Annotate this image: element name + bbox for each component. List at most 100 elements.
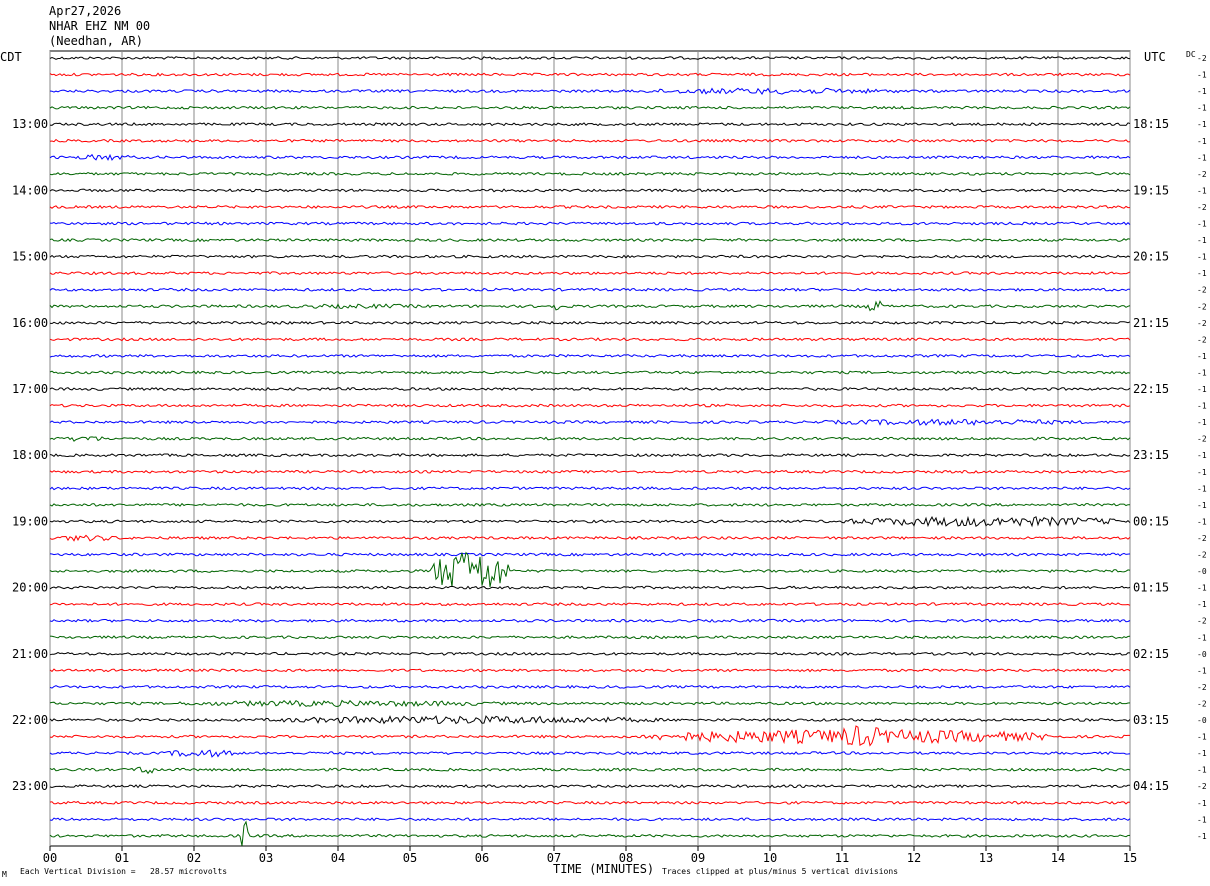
dc-offset-label: -1 xyxy=(1197,385,1207,394)
seismic-trace xyxy=(49,370,1131,375)
header-location: (Needhan, AR) xyxy=(49,34,143,48)
dc-offset-label: -1 xyxy=(1197,584,1207,593)
seismic-trace xyxy=(49,453,1131,458)
dc-offset-label: -2 xyxy=(1197,683,1207,692)
dc-offset-label: -2 xyxy=(1197,435,1207,444)
seismic-trace xyxy=(49,684,1131,690)
dc-offset-label: -1 xyxy=(1197,402,1207,411)
right-hour-label: 18:15 xyxy=(1133,117,1169,131)
seismic-trace xyxy=(49,784,1130,789)
dc-offset-label: -1 xyxy=(1197,666,1207,675)
seismic-trace xyxy=(49,386,1131,392)
right-timezone-label: UTC xyxy=(1144,50,1166,64)
dc-offset-label: -0 xyxy=(1197,716,1207,725)
x-tick-label: 15 xyxy=(1123,851,1137,865)
seismic-trace xyxy=(49,699,1131,708)
dc-offset-label: -1 xyxy=(1197,766,1207,775)
seismic-trace xyxy=(49,635,1131,640)
dc-offset-label: -1 xyxy=(1197,633,1207,642)
dc-offset-label: -1 xyxy=(1197,220,1207,229)
x-tick-label: 00 xyxy=(43,851,57,865)
dc-offset-label: -2 xyxy=(1197,617,1207,626)
dc-offset-label: -1 xyxy=(1197,815,1207,824)
x-axis-title: TIME (MINUTES) xyxy=(553,862,655,876)
seismic-trace xyxy=(49,153,1131,161)
seismic-trace xyxy=(49,87,1131,95)
dc-offset-label: -2 xyxy=(1197,551,1207,560)
x-tick-label: 09 xyxy=(691,851,705,865)
left-hour-label: 18:00 xyxy=(12,448,48,462)
seismic-trace xyxy=(49,403,1131,408)
seismic-trace xyxy=(49,171,1131,176)
dc-offset-label: -1 xyxy=(1197,153,1207,162)
dc-offset-label: -2 xyxy=(1197,534,1207,543)
left-hour-label: 23:00 xyxy=(12,779,48,793)
right-hour-label: 03:15 xyxy=(1133,713,1169,727)
dc-offset-label: -2 xyxy=(1197,170,1207,179)
x-tick-label: 03 xyxy=(259,851,273,865)
seismic-trace xyxy=(49,817,1131,822)
seismic-trace xyxy=(49,287,1131,292)
dc-offset-label: -1 xyxy=(1197,501,1207,510)
seismic-trace xyxy=(49,534,1131,542)
x-tick-label: 10 xyxy=(763,851,777,865)
seismic-trace xyxy=(49,320,1131,325)
seismic-traces xyxy=(49,56,1131,846)
dc-offset-label: -1 xyxy=(1197,87,1207,96)
left-timezone-label: CDT xyxy=(0,50,22,64)
left-hour-label: 17:00 xyxy=(12,382,48,396)
dc-offset-label: -2 xyxy=(1197,302,1207,311)
plot-frame xyxy=(49,50,1131,847)
seismic-trace xyxy=(49,800,1131,805)
x-axis-ticks: 00 01 02 03 04 05 06 07 08 09 10 11 12 13 14 15 xyxy=(43,846,1137,865)
seismic-trace xyxy=(49,72,1131,77)
dc-offset-label: -2 xyxy=(1197,782,1207,791)
right-hour-label: 21:15 xyxy=(1133,316,1169,330)
right-hour-label: 23:15 xyxy=(1133,448,1169,462)
dc-offset-label: -1 xyxy=(1197,517,1207,526)
left-hour-label: 13:00 xyxy=(12,117,48,131)
seismic-trace xyxy=(49,188,1131,193)
dc-offset-label: -2 xyxy=(1197,203,1207,212)
seismic-trace xyxy=(49,820,1131,846)
seismic-trace xyxy=(49,221,1131,226)
dc-offset-label: -1 xyxy=(1197,451,1207,460)
hour-labels: 13:00 14:00 15:00 16:00 17:00 18:00 19:00 20:00… xyxy=(12,54,1207,841)
seismic-trace xyxy=(49,337,1131,342)
left-hour-label: 16:00 xyxy=(12,316,48,330)
seismic-trace xyxy=(49,56,1131,60)
left-hour-label: 19:00 xyxy=(12,514,48,528)
right-hour-label: 02:15 xyxy=(1133,647,1169,661)
right-hour-label: 20:15 xyxy=(1133,250,1169,264)
seismic-trace xyxy=(49,668,1131,673)
seismic-trace xyxy=(49,585,1131,590)
dc-offset-label: -1 xyxy=(1197,137,1207,146)
seismic-trace xyxy=(49,418,1131,426)
seismic-trace xyxy=(49,552,1131,557)
x-tick-label: 04 xyxy=(331,851,345,865)
seismic-trace xyxy=(49,618,1131,623)
dc-offset-label: -1 xyxy=(1197,253,1207,262)
x-tick-label: 05 xyxy=(403,851,417,865)
dc-offset-label: -0 xyxy=(1197,567,1207,576)
x-tick-label: 11 xyxy=(835,851,849,865)
dc-offset-label: -2 xyxy=(1197,54,1207,63)
dc-offset-label: -1 xyxy=(1197,269,1207,278)
dc-offset-label: -0 xyxy=(1197,650,1207,659)
seismic-trace xyxy=(49,725,1130,747)
dc-offset-label: -1 xyxy=(1197,352,1207,361)
seismic-trace xyxy=(49,204,1130,209)
dc-offset-label: -1 xyxy=(1197,468,1207,477)
left-hour-label: 20:00 xyxy=(12,581,48,595)
seismic-trace xyxy=(49,515,1131,528)
seismic-trace xyxy=(49,138,1131,143)
seismic-trace xyxy=(49,551,1131,588)
seismic-trace xyxy=(49,651,1131,656)
left-hour-label: 22:00 xyxy=(12,713,48,727)
dc-offset-label: -2 xyxy=(1197,319,1207,328)
clip-note: Traces clipped at plus/minus 5 vertical … xyxy=(662,867,899,876)
corner-glyph: M xyxy=(2,870,7,879)
seismic-trace xyxy=(49,502,1131,507)
right-hour-label: 04:15 xyxy=(1133,779,1169,793)
x-tick-label: 14 xyxy=(1051,851,1065,865)
